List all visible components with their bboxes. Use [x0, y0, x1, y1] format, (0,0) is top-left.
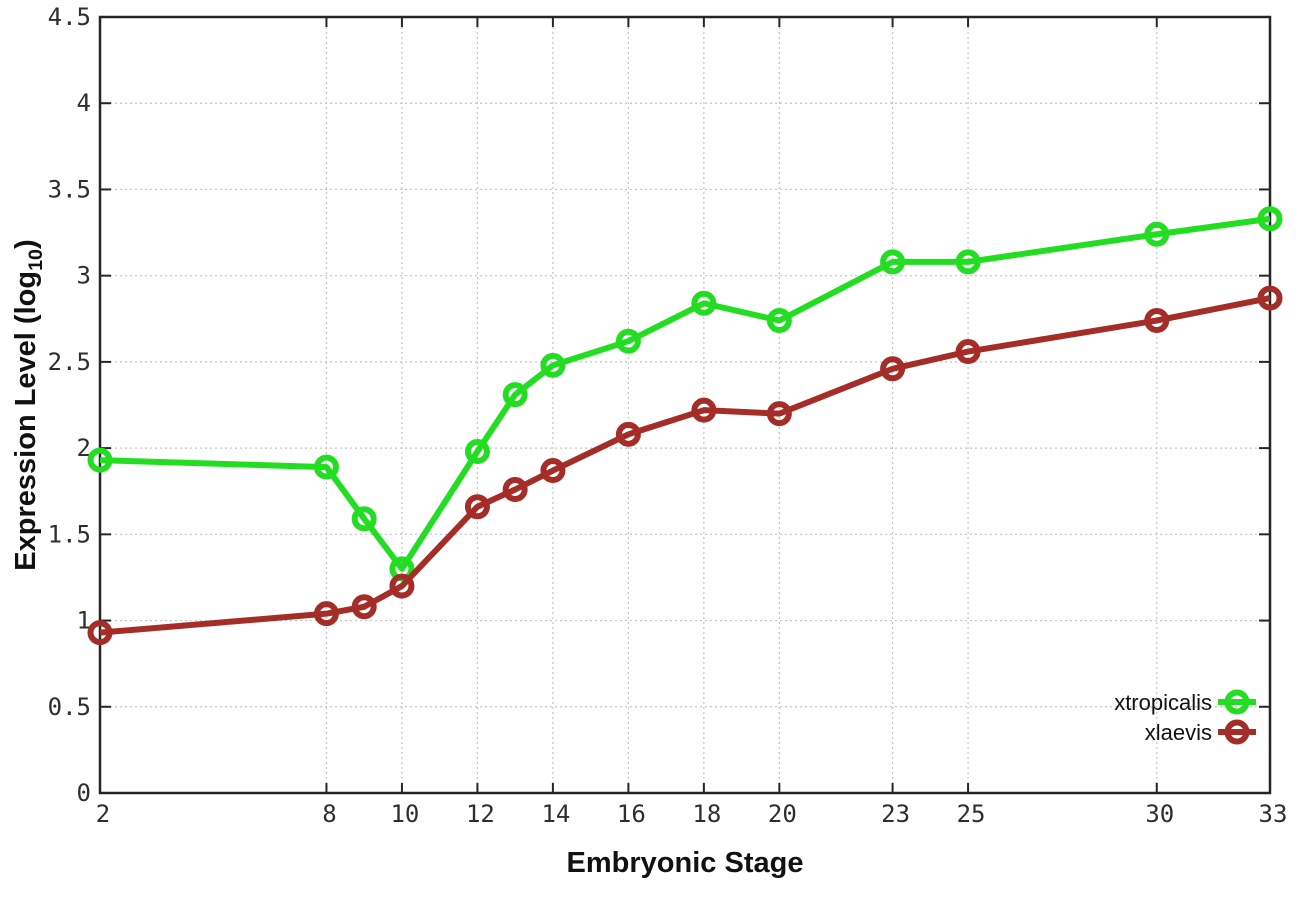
- data-point-marker: [766, 401, 792, 427]
- data-point-marker: [1257, 285, 1283, 311]
- y-tick-label: 0.5: [48, 693, 91, 721]
- x-tick-label: 8: [322, 800, 336, 828]
- series-line-xtropicalis: [99, 215, 1271, 572]
- y-axis-title: Expression Level (log10): [9, 17, 47, 793]
- x-tick-label: 12: [466, 800, 495, 828]
- data-point-marker: [502, 382, 528, 408]
- data-point-marker: [1144, 221, 1170, 247]
- data-point-marker: [389, 573, 415, 599]
- x-tick-label: 10: [390, 800, 419, 828]
- x-axis-title: Embryonic Stage: [566, 847, 804, 879]
- data-point-marker: [502, 476, 528, 502]
- y-axis-title-text: Expression Level (log: [10, 270, 42, 571]
- tick-marks: [99, 16, 1271, 794]
- data-point-marker: [615, 421, 641, 447]
- legend-label-xtropicalis: xtropicalis: [1114, 690, 1212, 715]
- data-point-marker: [540, 352, 566, 378]
- y-tick-label: 3.5: [48, 175, 91, 203]
- legend: xtropicalis xlaevis: [1114, 689, 1256, 745]
- y-axis-title-suffix: ): [10, 239, 42, 249]
- data-point-marker: [880, 356, 906, 382]
- x-tick-label: 16: [617, 800, 646, 828]
- x-tick-label: 23: [881, 800, 910, 828]
- data-point-marker: [540, 458, 566, 484]
- series-markers-xtropicalis: [87, 206, 1283, 582]
- data-point-marker: [1144, 308, 1170, 334]
- data-point-marker: [691, 290, 717, 316]
- x-tick-label: 20: [768, 800, 797, 828]
- data-point-marker: [615, 328, 641, 354]
- y-axis-title-subscript: 10: [24, 249, 47, 271]
- data-point-marker: [464, 494, 490, 520]
- gridlines: [100, 17, 1270, 793]
- x-tick-label: 25: [957, 800, 986, 828]
- data-point-marker: [464, 439, 490, 465]
- legend-sample-marker-xlaevis: [1224, 719, 1250, 745]
- series-markers-xlaevis: [87, 285, 1283, 646]
- x-tick-label: 33: [1259, 800, 1288, 828]
- y-tick-labels: 0 0.5 1 1.5 2 2.5 3 3.5 4 4.5: [48, 3, 91, 807]
- legend-label-xlaevis: xlaevis: [1145, 720, 1212, 745]
- data-point-marker: [351, 594, 377, 620]
- y-tick-label: 0: [77, 779, 91, 807]
- data-point-marker: [766, 308, 792, 334]
- y-tick-label: 2: [77, 434, 91, 462]
- data-point-marker: [313, 601, 339, 627]
- data-point-marker: [87, 447, 113, 473]
- data-point-marker: [351, 506, 377, 532]
- data-point-marker: [1257, 206, 1283, 232]
- series-xlaevis: [87, 285, 1283, 646]
- data-point-marker: [691, 397, 717, 423]
- x-tick-label: 2: [96, 800, 110, 828]
- x-tick-label: 30: [1145, 800, 1174, 828]
- plot-border: [98, 15, 1272, 795]
- data-point-marker: [880, 249, 906, 275]
- y-tick-label: 2.5: [48, 348, 91, 376]
- y-tick-label: 4.5: [48, 3, 91, 31]
- y-tick-label: 1.5: [48, 520, 91, 548]
- series-xtropicalis: [87, 206, 1283, 582]
- x-tick-labels: 2 8 10 12 14 16 18 20 23 25 30 33: [96, 800, 1288, 828]
- data-point-marker: [955, 249, 981, 275]
- data-point-marker: [313, 454, 339, 480]
- y-tick-label: 1: [77, 607, 91, 635]
- y-tick-label: 4: [77, 89, 91, 117]
- x-tick-label: 18: [692, 800, 721, 828]
- legend-sample-marker-xtropicalis: [1224, 689, 1250, 715]
- y-tick-label: 3: [77, 262, 91, 290]
- x-tick-label: 14: [541, 800, 570, 828]
- data-point-marker: [87, 620, 113, 646]
- data-point-marker: [955, 339, 981, 365]
